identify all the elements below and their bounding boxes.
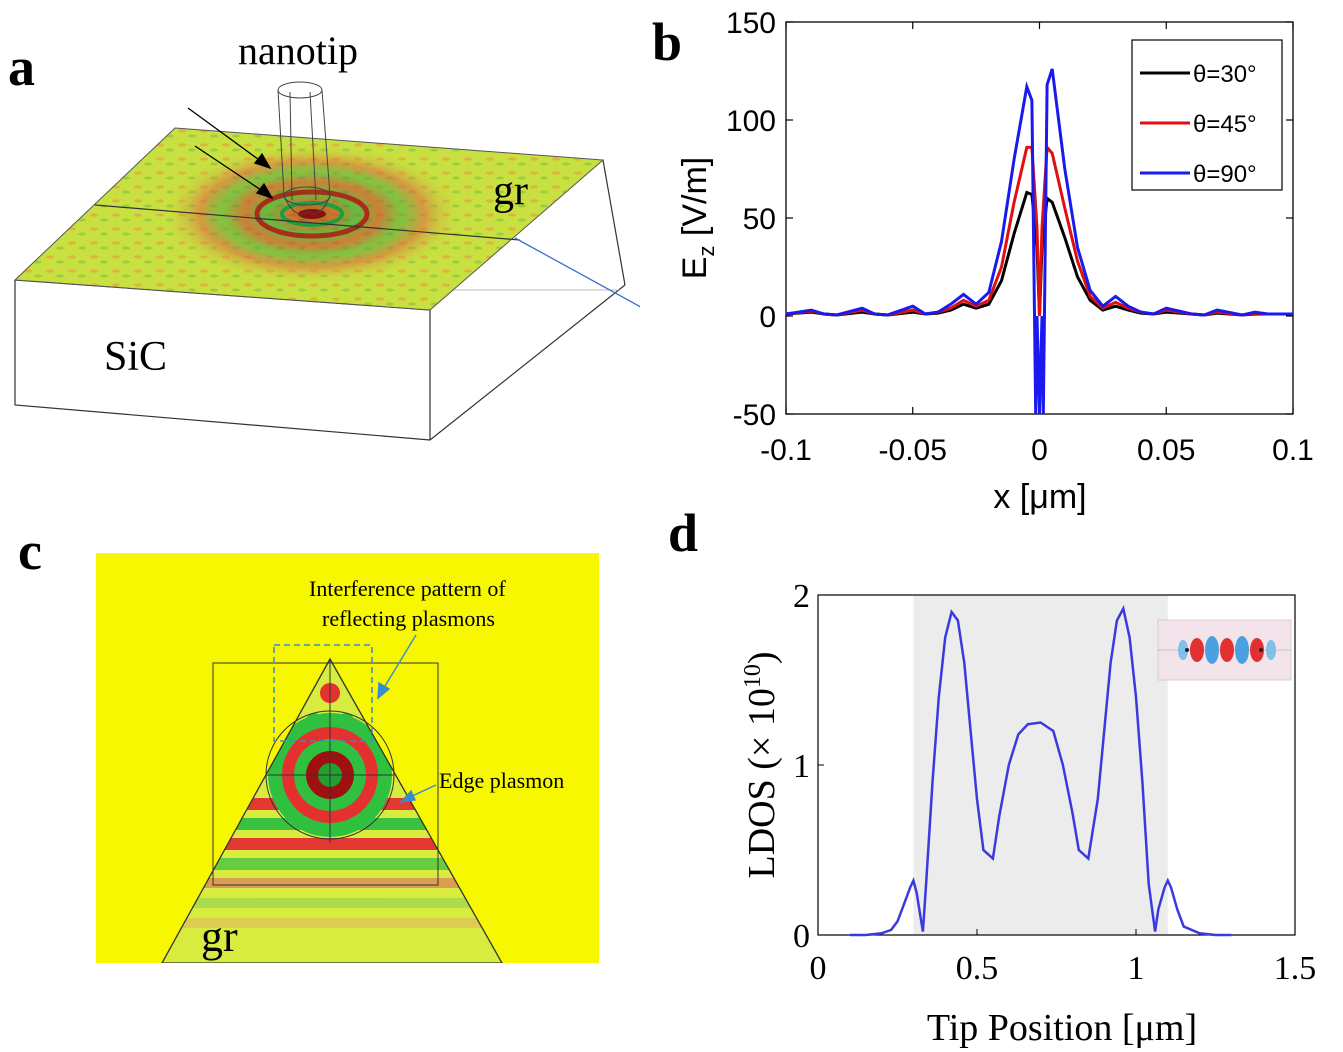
panel-label-b: b bbox=[652, 12, 683, 72]
shaded-region-d bbox=[913, 595, 1168, 935]
x-tick-label-b: 0.1 bbox=[1272, 434, 1314, 467]
panel-c-field-map: Interference pattern of reflecting plasm… bbox=[96, 553, 599, 963]
annotation-interference-line1: Interference pattern of bbox=[309, 576, 506, 601]
cross-section-line bbox=[94, 204, 521, 241]
y-tick-label-b: 150 bbox=[726, 7, 776, 40]
nanotip bbox=[277, 81, 331, 215]
series-line-d bbox=[849, 605, 1232, 937]
x-tick-label-d: 0 bbox=[810, 950, 827, 987]
annotation-interference-line2: reflecting plasmons bbox=[322, 606, 495, 631]
legend-label-b: θ=30° bbox=[1193, 61, 1257, 88]
incident-arrows bbox=[187, 107, 274, 200]
y-axis-label-b: Ez [V/m] bbox=[676, 157, 719, 279]
y-axis-label-b-unit: [V/m] bbox=[676, 157, 714, 246]
tip-label: nanotip bbox=[238, 28, 358, 73]
x-tick-label-d: 1.5 bbox=[1274, 950, 1317, 987]
x-axis-label-d: Tip Position [μm] bbox=[927, 1007, 1197, 1049]
x-tick-label-b: -0.05 bbox=[879, 434, 947, 467]
x-tick-label-b: -0.1 bbox=[760, 434, 812, 467]
pointer-arrow-to-b bbox=[514, 237, 640, 308]
x-tick-label-d: 0.5 bbox=[956, 950, 999, 987]
mesh-lines bbox=[161, 657, 503, 963]
x-axis-label-b: x [μm] bbox=[993, 478, 1086, 516]
y-axis-label-d: LDOS (× 1010) bbox=[740, 652, 783, 879]
y-tick-label-d: 1 bbox=[793, 748, 810, 785]
substrate-label: SiC bbox=[104, 334, 167, 380]
panel-a-schematic: nanotip gr SiC bbox=[13, 28, 640, 441]
interference-box bbox=[273, 644, 373, 742]
y-tick-label-d: 0 bbox=[793, 918, 810, 955]
y-tick-label-d: 2 bbox=[793, 578, 810, 615]
panel-label-a: a bbox=[8, 37, 35, 97]
graphene-label-c: gr bbox=[201, 912, 238, 961]
y-tick-label-b: 0 bbox=[759, 301, 776, 334]
y-axis-label-b-sub: z bbox=[694, 246, 719, 257]
x-tick-label-d: 1 bbox=[1128, 950, 1145, 987]
chart-b: -0.1 -0.05 0 0.05 0.1 -50 0 50 100 150 x [μm] Ez … bbox=[676, 7, 1314, 516]
inset-mode-image bbox=[1157, 619, 1292, 681]
y-axis-label-d-exp: 10 bbox=[740, 664, 766, 688]
panel-label-c: c bbox=[18, 521, 42, 581]
legend-b: θ=30° θ=45° θ=90° bbox=[1131, 39, 1283, 191]
y-axis-label-b-main: E bbox=[676, 257, 714, 280]
y-axis-label-d-main: LDOS (× 10 bbox=[741, 688, 783, 878]
x-tick-label-b: 0 bbox=[1031, 434, 1048, 467]
panel-label-d: d bbox=[668, 503, 699, 563]
x-tick-label-b: 0.05 bbox=[1137, 434, 1195, 467]
graphene-label-a: gr bbox=[493, 168, 528, 214]
y-tick-label-b: 100 bbox=[726, 105, 776, 138]
annotation-arrows-c bbox=[377, 634, 437, 803]
annotation-edge: Edge plasmon bbox=[439, 768, 564, 793]
y-axis-label-d-close: ) bbox=[741, 652, 783, 665]
series-line-b bbox=[785, 68, 1293, 415]
y-tick-label-b: -50 bbox=[733, 399, 776, 432]
legend-label-b: θ=45° bbox=[1193, 111, 1257, 138]
legend-label-b: θ=90° bbox=[1193, 161, 1257, 188]
y-tick-label-b: 50 bbox=[743, 203, 776, 236]
chart-d: 0 0.5 1 1.5 0 1 2 Tip Position [μm] LDOS (× 10… bbox=[740, 578, 1317, 1049]
